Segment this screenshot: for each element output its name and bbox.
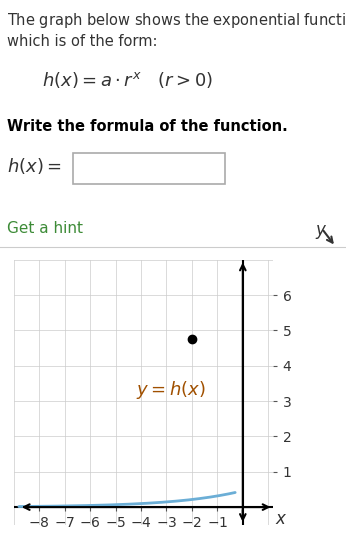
Text: Write the formula of the function.: Write the formula of the function.: [7, 120, 288, 135]
Text: which is of the form:: which is of the form:: [7, 34, 157, 49]
Text: Get a hint: Get a hint: [7, 221, 83, 236]
Text: The graph below shows the exponential function $\tilde{h}(x)$,: The graph below shows the exponential fu…: [7, 8, 346, 31]
Text: $y$: $y$: [315, 223, 327, 241]
Text: $x$: $x$: [275, 511, 287, 528]
Text: $h(x) =$: $h(x) =$: [7, 156, 62, 176]
Text: $y = h(x)$: $y = h(x)$: [136, 379, 206, 401]
FancyBboxPatch shape: [73, 153, 225, 184]
Text: $h(x) = a \cdot r^x \quad (r > 0)$: $h(x) = a \cdot r^x \quad (r > 0)$: [42, 70, 213, 90]
